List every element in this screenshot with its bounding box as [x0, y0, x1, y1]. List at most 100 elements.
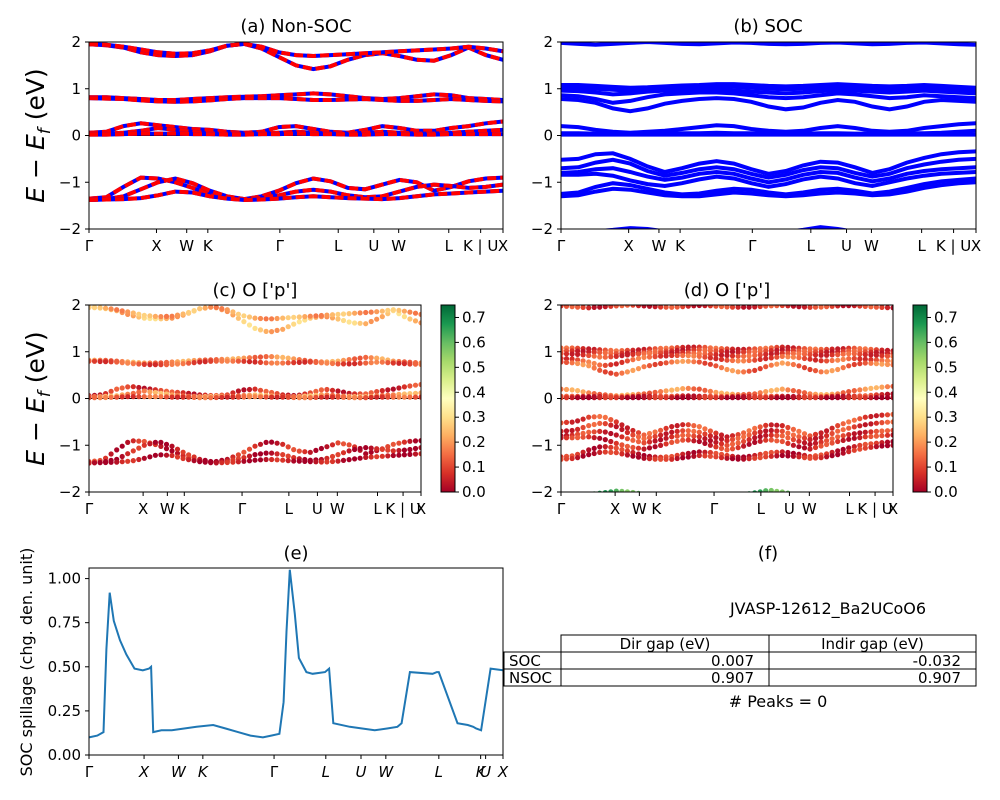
band-point — [835, 434, 841, 440]
band-point — [357, 310, 363, 316]
band-point — [691, 453, 697, 459]
band-point — [561, 351, 564, 357]
band-point — [713, 430, 719, 436]
band-point — [807, 352, 813, 358]
band-point — [719, 494, 724, 499]
band-point — [374, 355, 380, 361]
band-point — [180, 311, 186, 317]
band-point — [735, 349, 741, 355]
band-point — [169, 452, 175, 459]
band-point — [707, 348, 714, 354]
band-point — [591, 429, 597, 435]
band-point — [580, 449, 586, 455]
band-point — [696, 305, 702, 309]
band-point — [235, 311, 241, 317]
band-point — [307, 449, 313, 455]
band-point — [663, 435, 669, 441]
band-point — [796, 363, 802, 369]
band-point — [597, 435, 603, 441]
band-point — [163, 313, 170, 319]
band-point — [680, 432, 686, 438]
band-point — [252, 325, 258, 331]
band-point — [313, 388, 319, 394]
band-point — [641, 436, 647, 442]
band-point — [230, 309, 236, 315]
band-point — [741, 443, 747, 449]
band-point — [412, 310, 419, 316]
band-point — [564, 494, 569, 499]
band-point — [141, 394, 147, 400]
y-tick-label: 2 — [71, 33, 81, 51]
band-point — [597, 490, 603, 492]
band-point — [763, 305, 769, 309]
band-point — [691, 359, 697, 365]
spillage-line — [88, 569, 504, 739]
x-tick-label: Γ — [710, 500, 719, 518]
band-point — [713, 439, 719, 445]
band-point — [840, 450, 846, 456]
band-point — [846, 395, 852, 401]
band-point — [575, 305, 581, 310]
band-point — [779, 438, 785, 445]
band-point — [385, 307, 391, 313]
band-point — [879, 443, 885, 449]
band-point — [346, 457, 352, 463]
band-point — [790, 442, 797, 448]
band-14 — [561, 180, 976, 199]
band-point — [890, 419, 893, 425]
band-point — [669, 305, 675, 310]
band-point — [274, 440, 280, 446]
x-tick-label: L — [322, 763, 330, 781]
band-point — [774, 449, 780, 455]
band-point — [197, 359, 203, 365]
band-point — [91, 460, 98, 466]
band-point — [385, 447, 391, 453]
band-point — [768, 388, 774, 394]
band-point — [257, 457, 264, 463]
band-point — [685, 432, 691, 438]
band-point — [674, 352, 680, 359]
band-point — [324, 360, 330, 366]
band-point — [575, 426, 581, 432]
band-point — [857, 356, 863, 362]
y-tick-label: 0 — [71, 390, 81, 408]
band-point — [669, 395, 675, 401]
band-point — [890, 383, 893, 389]
band-point — [197, 459, 203, 465]
band-point — [729, 433, 736, 439]
band-point — [663, 305, 669, 310]
band-point — [724, 493, 729, 498]
band-point — [779, 489, 785, 492]
band-point — [873, 420, 880, 426]
band-point — [296, 319, 302, 325]
band-point — [313, 313, 319, 319]
band-point — [418, 438, 421, 444]
x-tick-label: X — [498, 237, 508, 255]
band-point — [790, 350, 797, 357]
band-point — [280, 360, 286, 366]
band-point — [208, 395, 214, 401]
colorbar-tick-label: 0.2 — [462, 433, 486, 451]
band-point — [125, 384, 131, 390]
band-point — [586, 352, 592, 359]
band-point — [818, 369, 824, 375]
band-point — [396, 360, 402, 366]
band-point — [130, 458, 136, 464]
band-point — [862, 414, 868, 420]
band-point — [630, 305, 636, 308]
band-point — [269, 439, 275, 445]
band-point — [702, 453, 708, 459]
band-point — [575, 493, 580, 498]
band-point — [119, 385, 125, 391]
band-point — [379, 388, 385, 394]
band-point — [718, 441, 725, 447]
band-point — [741, 353, 747, 359]
band-point — [774, 350, 780, 357]
band-point — [390, 307, 396, 313]
band-point — [796, 434, 802, 440]
band-point — [801, 305, 808, 310]
band-point — [246, 322, 253, 328]
band-point — [213, 460, 219, 466]
band-point — [686, 496, 691, 501]
band-point — [586, 434, 592, 440]
